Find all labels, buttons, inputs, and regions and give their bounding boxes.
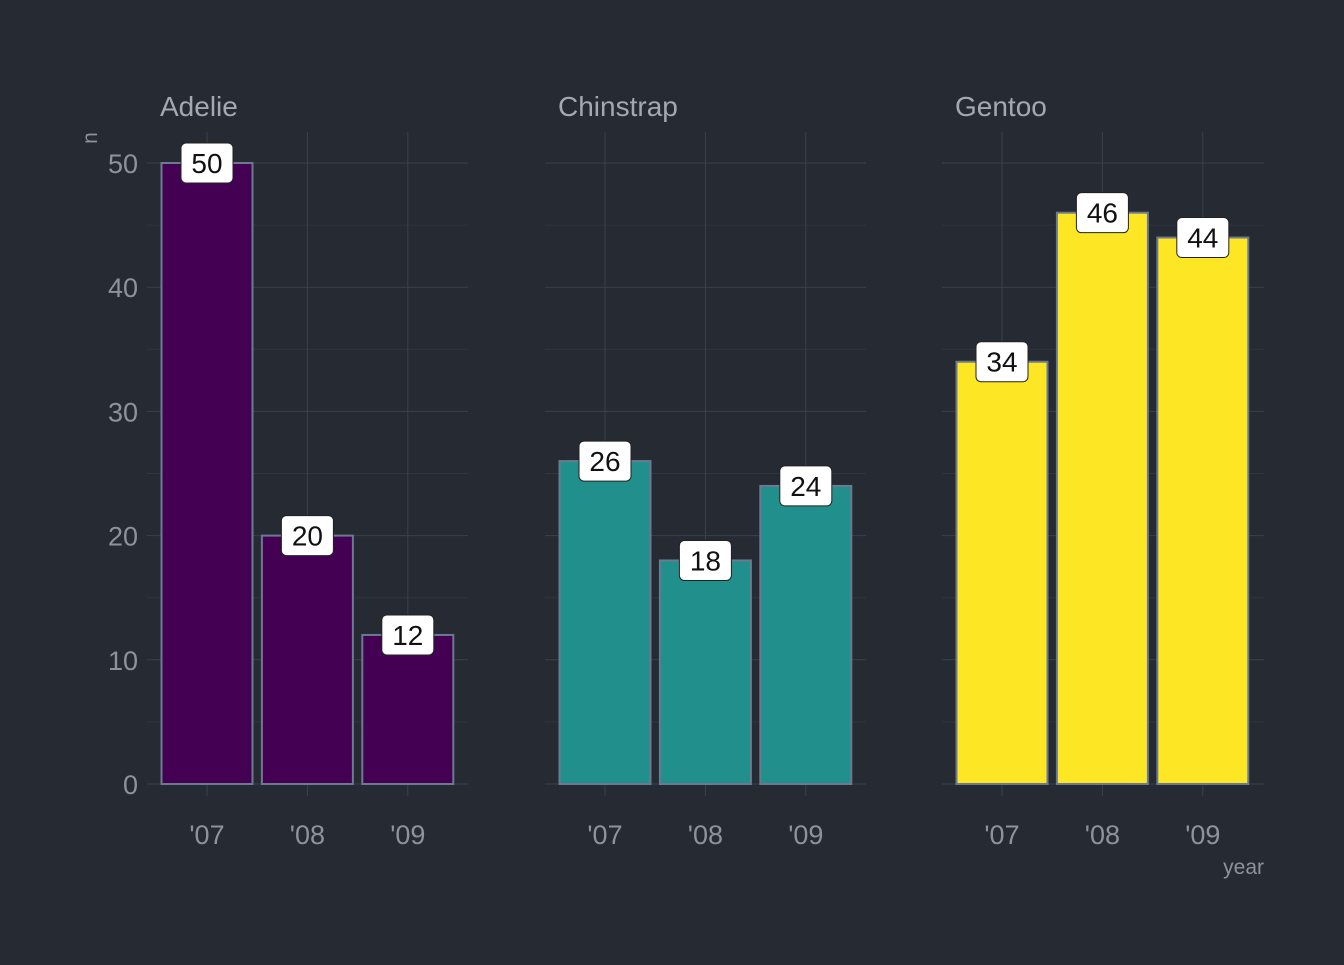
x-tick-label: '07 <box>984 820 1019 850</box>
data-label-text: 18 <box>690 545 721 576</box>
data-label-text: 34 <box>986 347 1017 378</box>
data-label-text: 24 <box>790 471 821 502</box>
data-label-text: 44 <box>1187 223 1218 254</box>
y-tick-label: 20 <box>108 522 138 552</box>
y-tick-label: 30 <box>108 397 138 427</box>
data-label-chinstrap-0: 26 <box>578 440 632 482</box>
facet-title-adelie: Adelie <box>160 91 238 122</box>
y-tick-label: 40 <box>108 273 138 303</box>
data-label-gentoo-1: 46 <box>1075 192 1129 234</box>
data-label-adelie-0: 50 <box>180 142 234 184</box>
data-label-text: 20 <box>292 521 323 552</box>
data-label-box <box>1075 192 1129 234</box>
facet-title-chinstrap: Chinstrap <box>558 91 678 122</box>
data-label-box <box>381 614 435 656</box>
x-tick-label: '07 <box>189 820 224 850</box>
bar-chinstrap-1 <box>658 559 752 785</box>
bar-gentoo-1 <box>1055 211 1149 785</box>
data-label-text: 50 <box>191 148 222 179</box>
x-tick-label: '08 <box>290 820 325 850</box>
data-label-adelie-1: 20 <box>280 515 334 557</box>
data-label-gentoo-0: 34 <box>975 341 1029 383</box>
data-label-chinstrap-2: 24 <box>779 465 833 507</box>
bar-adelie-1 <box>260 534 354 785</box>
facet-title-gentoo: Gentoo <box>955 91 1047 122</box>
x-tick-label: '09 <box>390 820 425 850</box>
data-label-box <box>180 142 234 184</box>
y-axis-title: n <box>79 132 102 144</box>
bar-gentoo-2 <box>1156 236 1250 785</box>
data-label-box <box>280 515 334 557</box>
data-label-box <box>779 465 833 507</box>
data-label-box <box>578 440 632 482</box>
bar-chinstrap-2 <box>759 484 853 785</box>
y-tick-label: 10 <box>108 646 138 676</box>
x-tick-label: '08 <box>688 820 723 850</box>
x-tick-label: '08 <box>1085 820 1120 850</box>
y-tick-label: 0 <box>123 770 138 800</box>
data-label-box <box>678 539 732 581</box>
data-label-text: 46 <box>1087 198 1118 229</box>
bar-adelie-2 <box>361 633 455 786</box>
y-tick-label: 50 <box>108 149 138 179</box>
x-axis-title: year <box>1223 856 1264 879</box>
data-label-gentoo-2: 44 <box>1176 217 1230 259</box>
x-tick-label: '09 <box>788 820 823 850</box>
data-label-box <box>1176 217 1230 259</box>
bar-adelie-0 <box>160 162 254 785</box>
bar-gentoo-0 <box>955 360 1049 785</box>
x-tick-label: '07 <box>587 820 622 850</box>
x-tick-label: '09 <box>1185 820 1220 850</box>
data-label-box <box>975 341 1029 383</box>
data-label-adelie-2: 12 <box>381 614 435 656</box>
data-label-text: 26 <box>589 446 620 477</box>
bar-chinstrap-0 <box>558 460 652 785</box>
data-label-chinstrap-1: 18 <box>678 539 732 581</box>
data-label-text: 12 <box>392 620 423 651</box>
